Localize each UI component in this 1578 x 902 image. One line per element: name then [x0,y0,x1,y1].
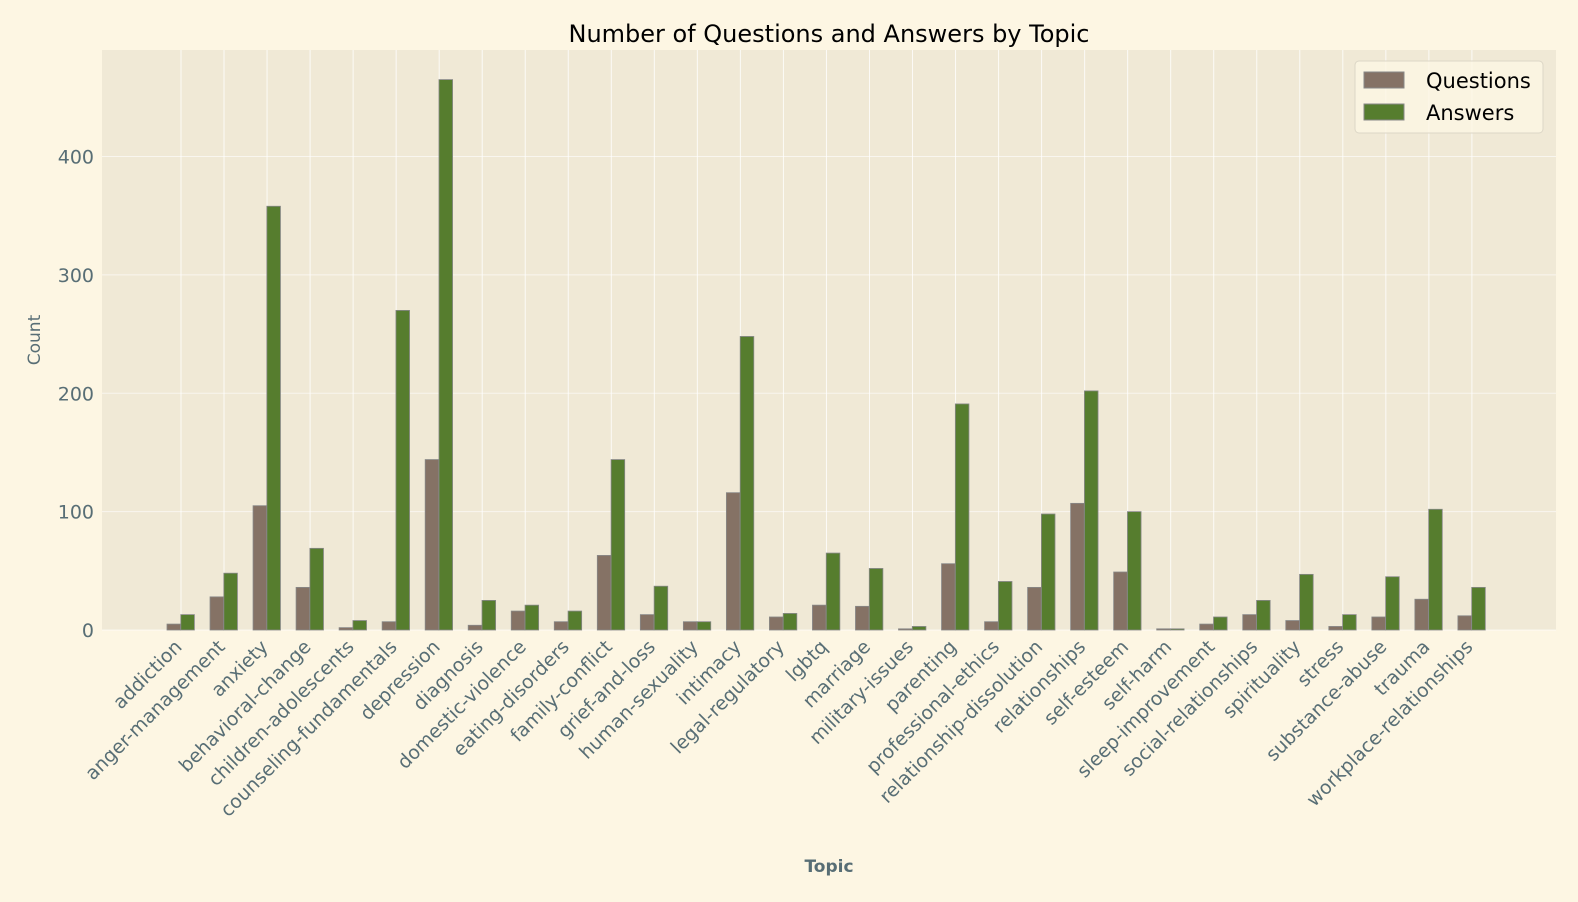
bar-answers [825,552,841,631]
legend: Questions Answers [1354,60,1544,134]
bar-questions [510,610,526,631]
bar-answers [911,626,927,631]
legend-swatch-answers [1363,103,1405,121]
bar-answers [1256,600,1271,631]
bar-questions [295,586,311,631]
bar-questions [725,492,741,631]
bar-answers [223,572,238,631]
bar-answers [395,310,410,631]
x-axis-label: Topic [804,857,853,877]
bar-questions [1199,623,1214,631]
bar-answers [1342,614,1357,631]
bar-questions [381,621,397,631]
bar-questions [1027,586,1042,631]
plot-area [102,50,1556,630]
bar-answers [1084,390,1099,631]
bar-questions [812,604,827,631]
y-tick-label: 100 [58,502,94,524]
bar-questions [209,596,225,631]
bar-questions [898,628,913,631]
bar-questions [252,505,268,631]
bar-answers [610,459,626,631]
bar-answers [1471,586,1486,631]
bar-questions [596,555,612,631]
bar-answers [1385,576,1400,631]
bar-questions [467,624,483,631]
y-tick-label: 300 [58,265,94,287]
bar-questions [424,459,440,631]
bar-answers [868,568,884,631]
bar-questions [769,616,784,631]
legend-label-questions: Questions [1426,69,1531,93]
bar-answers [524,604,540,631]
bar-answers [997,581,1013,631]
bar-questions [1328,626,1343,631]
y-tick-label: 400 [58,147,94,169]
bars [166,79,1486,631]
chart-title: Number of Questions and Answers by Topic [568,20,1089,48]
y-tick-label: 0 [82,620,94,642]
bar-answers [309,547,324,631]
bar-questions [1070,502,1085,631]
bar-questions [855,605,870,631]
bar-answers [481,600,497,631]
bar-answers [180,614,195,631]
bar-questions [166,623,182,631]
bar-questions [1113,571,1128,631]
bar-questions [941,563,956,631]
bar-answers [954,403,970,631]
bar-questions [1156,628,1171,631]
x-axis-ticks: addictionanger-managementanxietybehavior… [81,636,1477,821]
bar-answers [1041,513,1056,631]
bar-questions [682,621,698,631]
bar-answers [1170,628,1185,631]
bar-answers [696,621,712,631]
bar-answers [653,585,669,631]
bar-answers [782,613,798,631]
bar-questions [1457,615,1472,631]
bar-questions [984,621,999,631]
bar-answers [1299,573,1314,631]
y-tick-label: 200 [58,383,94,405]
bar-answers [266,205,281,631]
bar-questions [338,627,354,631]
bar-questions [1371,616,1386,631]
legend-label-answers: Answers [1426,101,1514,125]
bar-questions [1414,598,1429,631]
bar-questions [553,621,569,631]
bar-answers [1127,511,1142,631]
legend-swatch-questions [1363,71,1405,89]
bar-answers [1428,508,1443,631]
bar-answers [1213,616,1228,631]
y-axis-ticks: 0 100 200 300 400 [58,147,94,642]
bar-answers [567,610,583,631]
bar-answers [438,79,453,631]
y-axis-label: Count [25,314,45,365]
bar-answers [352,620,367,631]
bar-answers [739,336,755,631]
bar-questions [1285,620,1300,631]
bar-questions [1242,614,1257,631]
bar-questions [639,614,655,631]
